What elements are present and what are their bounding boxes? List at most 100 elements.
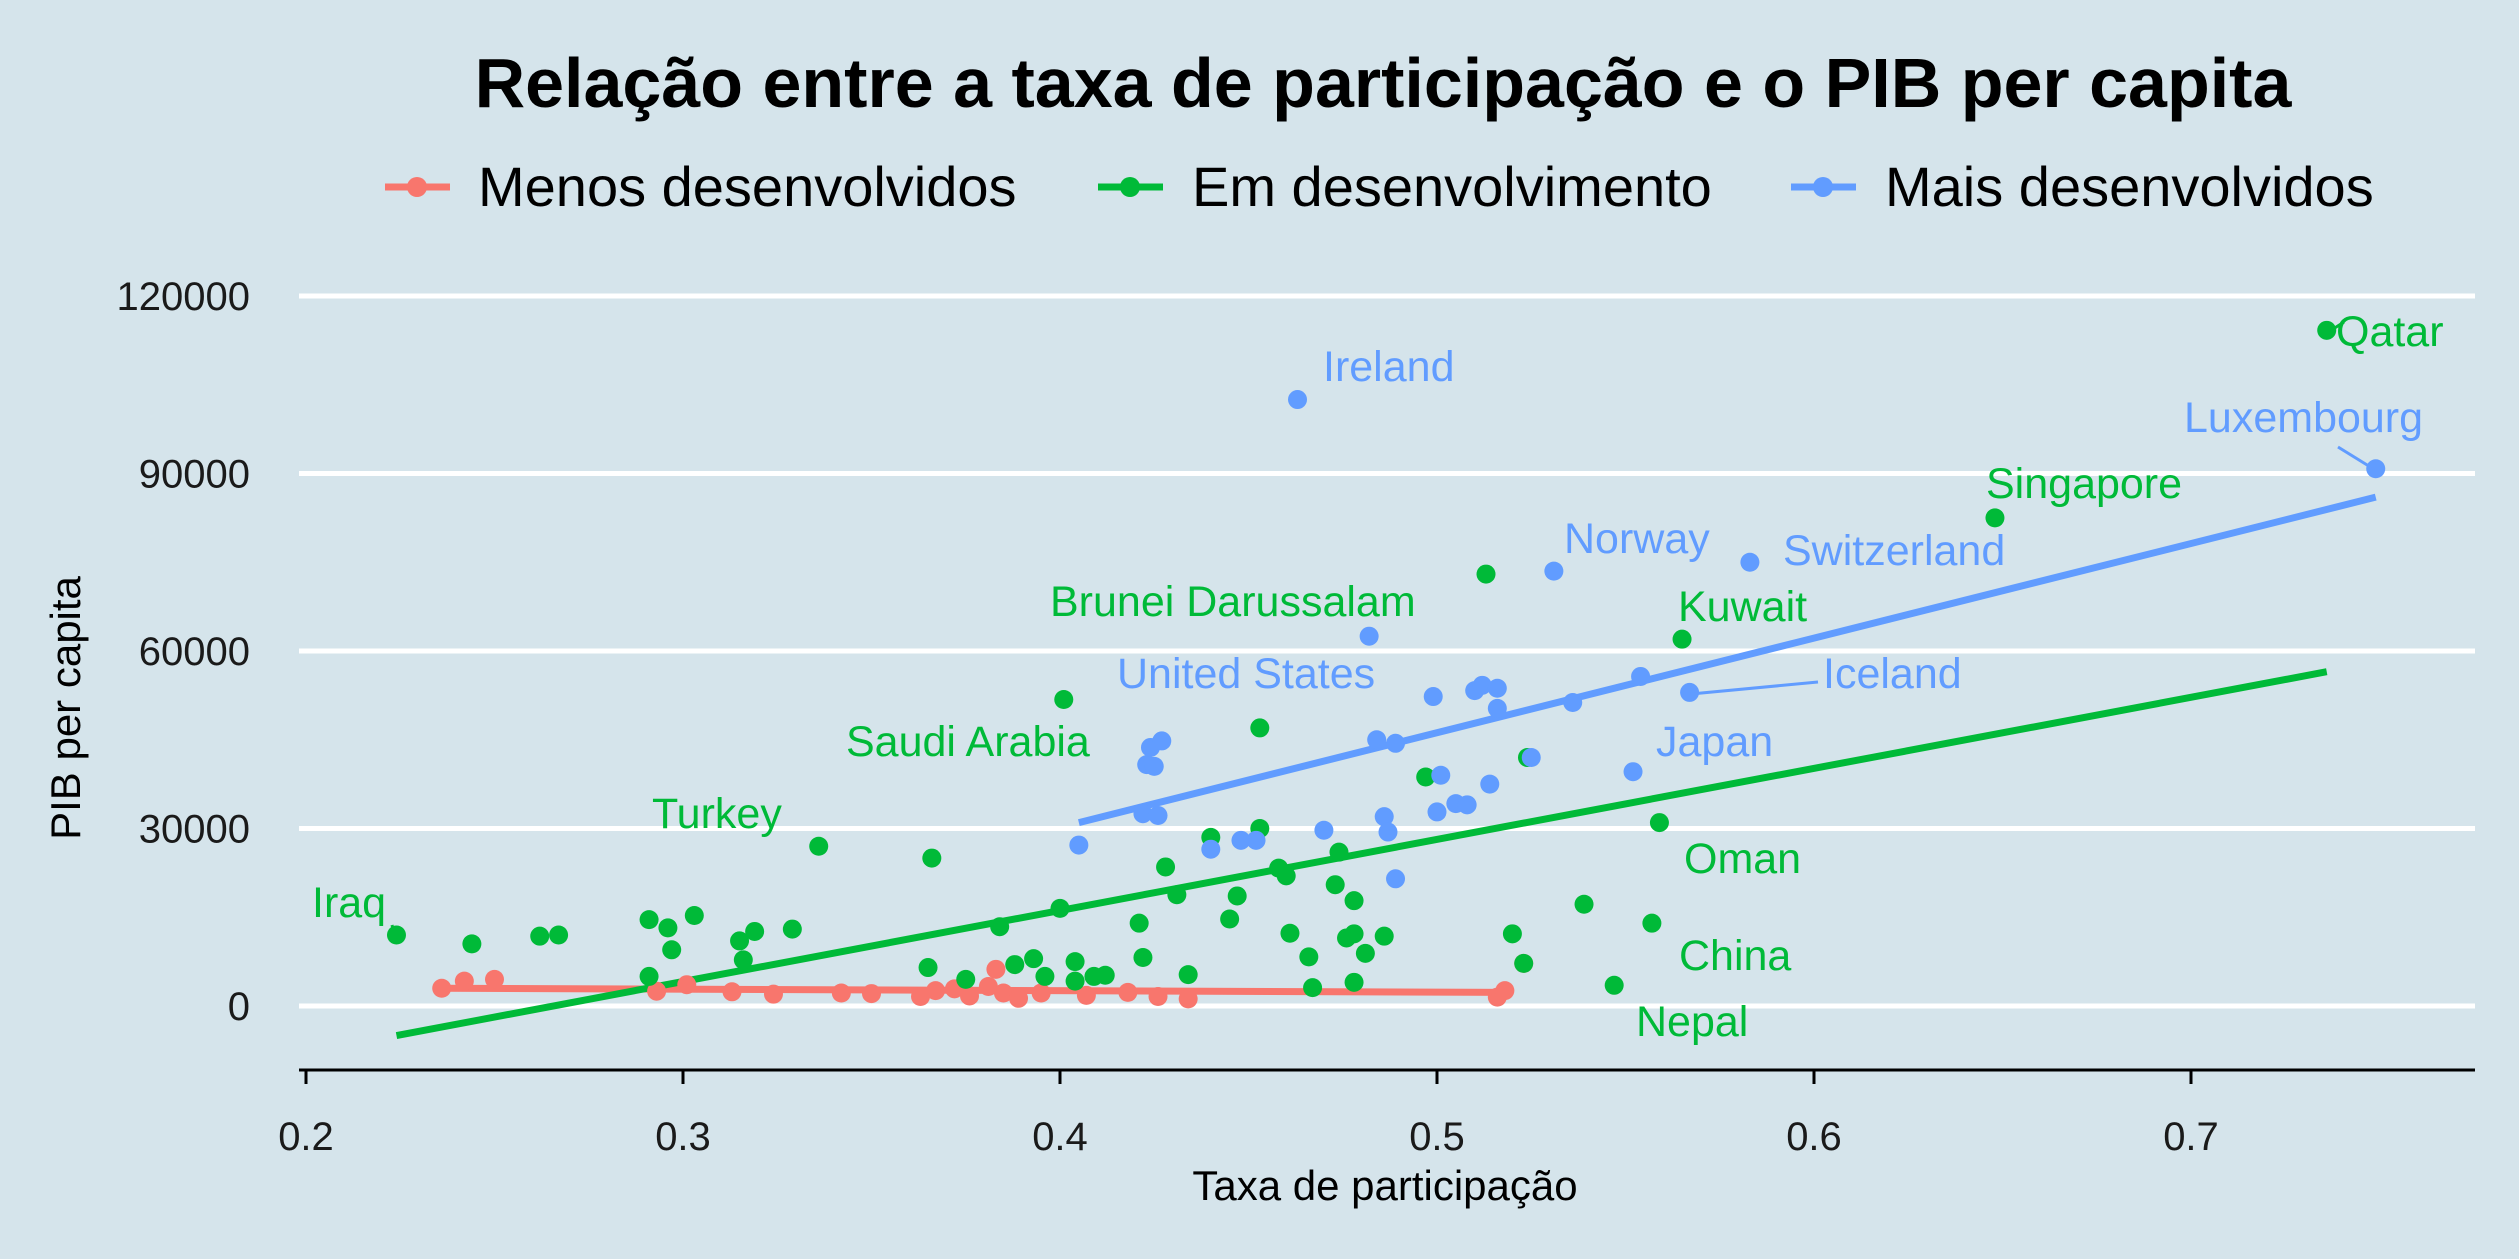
data-point [1472, 675, 1492, 695]
data-point [831, 983, 851, 1003]
data-point [722, 982, 742, 1002]
point-label: China [1679, 932, 1791, 980]
chart-title: Relação entre a taxa de participação e o… [475, 44, 2293, 122]
legend-label: Mais desenvolvidos [1885, 155, 2374, 218]
data-point [1035, 966, 1055, 986]
data-point [1095, 965, 1115, 985]
data-point [1280, 923, 1300, 943]
data-point [990, 917, 1010, 937]
data-points [386, 320, 2386, 1009]
data-point [1367, 730, 1387, 750]
data-point [684, 905, 704, 925]
y-tick-label: 90000 [139, 453, 250, 497]
point-label: Brunei Darussalam [1050, 578, 1416, 626]
legend-key-dot [407, 177, 427, 197]
point-label: Iraq [312, 879, 386, 927]
point-label: Iceland [1823, 650, 1962, 698]
point-label: Norway [1564, 515, 1710, 563]
data-point [1563, 692, 1583, 712]
data-point [1457, 795, 1477, 815]
data-point [432, 978, 452, 998]
data-point [1178, 989, 1198, 1009]
x-tick-label: 0.3 [655, 1115, 711, 1159]
data-point [1502, 924, 1522, 944]
data-point [1178, 965, 1198, 985]
data-point [1344, 924, 1364, 944]
data-point [1574, 894, 1594, 914]
data-point [549, 925, 569, 945]
data-point [1231, 830, 1251, 850]
x-tick-label: 0.7 [2163, 1115, 2219, 1159]
data-point [1250, 718, 1270, 738]
data-point [1054, 690, 1074, 710]
data-point [1416, 767, 1436, 787]
data-point [485, 969, 504, 989]
data-point [1005, 955, 1025, 975]
label-leader [2329, 320, 2345, 333]
data-point [1487, 678, 1507, 698]
point-label: United States [1117, 650, 1375, 698]
data-point [730, 931, 750, 951]
data-point [1325, 875, 1345, 895]
legend: Menos desenvolvidos Em desenvolvimento Mai… [385, 155, 2374, 218]
data-point [677, 975, 697, 995]
data-point [1201, 839, 1221, 859]
y-tick-label: 30000 [139, 808, 250, 852]
point-label: Luxembourg [2184, 394, 2423, 442]
data-point [1495, 981, 1515, 1001]
data-point [1344, 891, 1364, 911]
data-point [1649, 813, 1669, 833]
data-point [1476, 564, 1496, 584]
data-point [926, 981, 946, 1001]
data-point [1378, 822, 1398, 842]
data-point [1544, 561, 1564, 581]
data-point [1631, 666, 1651, 686]
data-point [1118, 982, 1138, 1002]
data-point [1431, 765, 1451, 785]
data-point [922, 848, 942, 868]
data-point [1024, 949, 1044, 969]
data-point [647, 981, 667, 1001]
point-label: Ireland [1323, 343, 1454, 391]
label-leader [1690, 680, 1819, 696]
data-point [862, 984, 881, 1004]
data-point [1386, 869, 1406, 889]
data-point [386, 925, 406, 945]
data-point [1133, 947, 1153, 967]
data-point [1129, 913, 1149, 933]
legend-label: Em desenvolvimento [1192, 155, 1712, 218]
legend-item: Em desenvolvimento [1098, 155, 1712, 218]
x-tick-label: 0.5 [1409, 1115, 1465, 1159]
point-label: Nepal [1636, 998, 1748, 1046]
data-point [639, 910, 659, 930]
data-point [1314, 820, 1334, 840]
data-point [918, 958, 938, 978]
label-leaders [390, 320, 2373, 938]
data-point [1288, 390, 1308, 410]
data-point [2317, 320, 2337, 340]
data-point [1299, 947, 1319, 967]
x-tick-label: 0.6 [1786, 1115, 1842, 1159]
data-point [454, 971, 474, 991]
data-point [911, 987, 931, 1007]
trend-line [1077, 493, 2377, 826]
data-point [1344, 972, 1364, 992]
legend-key-dot [1120, 177, 1140, 197]
x-tick-label: 0.4 [1032, 1115, 1088, 1159]
data-point [986, 959, 1006, 979]
axes: 0 30000 60000 90000 120000 0.2 0.3 0.4 0.5 0.6 0.7 [117, 275, 2475, 1159]
data-point [1220, 909, 1240, 929]
data-point [1487, 698, 1507, 718]
label-leader [390, 924, 397, 938]
data-point [978, 976, 998, 996]
legend-item: Menos desenvolvidos [385, 155, 1017, 218]
data-point [1329, 842, 1349, 862]
grid [299, 293, 2475, 1009]
point-label: Switzerland [1783, 527, 2005, 575]
data-point [1144, 756, 1164, 776]
x-tick-label: 0.2 [278, 1115, 334, 1159]
data-point [1514, 953, 1534, 973]
data-point [1521, 748, 1541, 767]
point-label: Turkey [652, 790, 782, 838]
